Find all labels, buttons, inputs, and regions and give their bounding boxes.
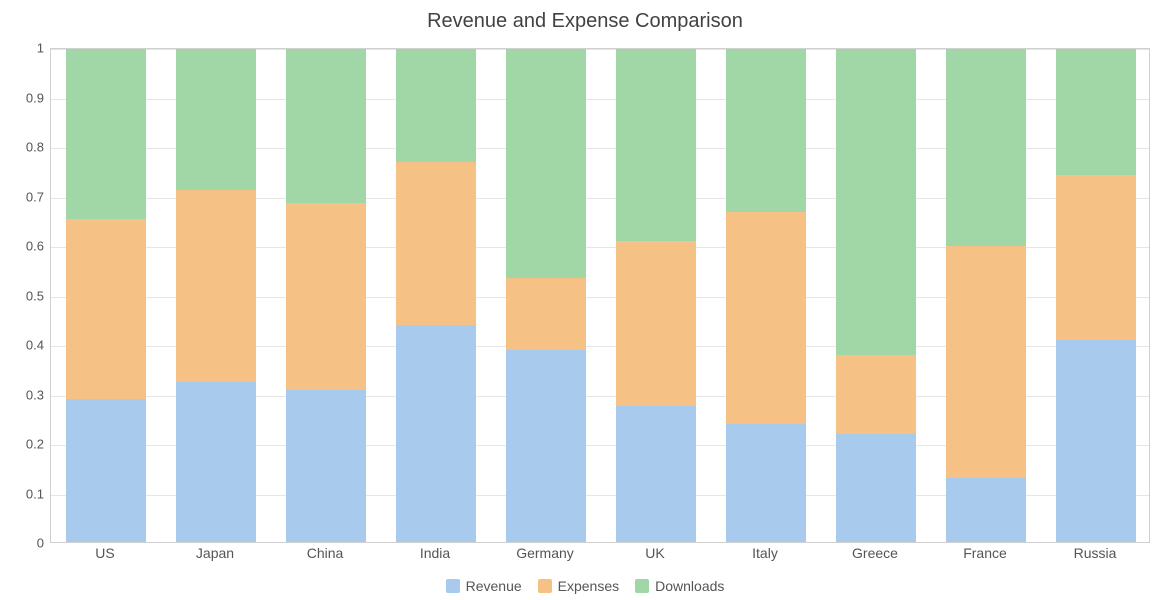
bar-group: [506, 49, 585, 542]
chart-legend: Revenue Expenses Downloads: [0, 578, 1170, 596]
xtick-label: US: [95, 545, 114, 561]
bar-group: [726, 49, 805, 542]
ytick-label: 0.1: [4, 486, 44, 501]
legend-swatch: [538, 579, 552, 593]
bar-segment: [836, 49, 915, 355]
bar-segment: [506, 350, 585, 542]
bar-segment: [1056, 49, 1135, 175]
ytick-label: 0.7: [4, 189, 44, 204]
bar-group: [66, 49, 145, 542]
xtick-label: Japan: [196, 545, 234, 561]
bar-segment: [396, 325, 475, 542]
ytick-label: 0.5: [4, 288, 44, 303]
bar-segment: [66, 399, 145, 542]
xtick-label: Germany: [516, 545, 574, 561]
bar-segment: [836, 434, 915, 542]
legend-swatch: [635, 579, 649, 593]
bar-segment: [946, 49, 1025, 246]
bar-group: [946, 49, 1025, 542]
legend-item: Expenses: [538, 578, 619, 594]
bar-segment: [616, 49, 695, 241]
bar-segment: [66, 49, 145, 219]
bar-segment: [946, 246, 1025, 478]
bar-segment: [286, 49, 365, 203]
bar-group: [1056, 49, 1135, 542]
ytick-label: 0.6: [4, 239, 44, 254]
xtick-label: Russia: [1074, 545, 1117, 561]
bar-segment: [286, 203, 365, 390]
bar-segment: [1056, 175, 1135, 340]
bar-segment: [66, 219, 145, 399]
xtick-label: India: [420, 545, 450, 561]
bar-segment: [616, 241, 695, 406]
xtick-label: Greece: [852, 545, 898, 561]
xtick-label: China: [307, 545, 344, 561]
ytick-label: 0.9: [4, 90, 44, 105]
legend-label: Downloads: [655, 578, 724, 594]
bar-segment: [726, 49, 805, 212]
ytick-label: 0.3: [4, 387, 44, 402]
bar-segment: [176, 49, 255, 190]
ytick-label: 0.2: [4, 437, 44, 452]
bar-group: [176, 49, 255, 542]
plot-area: [50, 48, 1150, 543]
legend-label: Expenses: [558, 578, 619, 594]
bar-segment: [396, 49, 475, 162]
bar-segment: [1056, 340, 1135, 542]
chart-title: Revenue and Expense Comparison: [0, 10, 1170, 33]
bar-segment: [506, 278, 585, 349]
xtick-label: France: [963, 545, 1007, 561]
bar-segment: [616, 406, 695, 542]
bar-group: [396, 49, 475, 542]
bar-segment: [506, 49, 585, 278]
chart-container: Revenue and Expense Comparison 0 0.1 0.2 0.…: [0, 0, 1170, 600]
xtick-label: Italy: [752, 545, 778, 561]
ytick-label: 0: [4, 536, 44, 551]
legend-item: Downloads: [635, 578, 724, 594]
xtick-label: UK: [645, 545, 664, 561]
bar-segment: [396, 162, 475, 325]
ytick-label: 1: [4, 41, 44, 56]
legend-swatch: [446, 579, 460, 593]
bar-segment: [946, 478, 1025, 542]
bar-group: [616, 49, 695, 542]
legend-item: Revenue: [446, 578, 522, 594]
bar-segment: [176, 382, 255, 542]
bar-group: [286, 49, 365, 542]
bar-segment: [286, 390, 365, 542]
bar-segment: [176, 190, 255, 382]
ytick-label: 0.4: [4, 338, 44, 353]
bar-segment: [726, 424, 805, 542]
bar-segment: [726, 212, 805, 424]
bar-group: [836, 49, 915, 542]
bar-segment: [836, 355, 915, 434]
legend-label: Revenue: [466, 578, 522, 594]
ytick-label: 0.8: [4, 140, 44, 155]
